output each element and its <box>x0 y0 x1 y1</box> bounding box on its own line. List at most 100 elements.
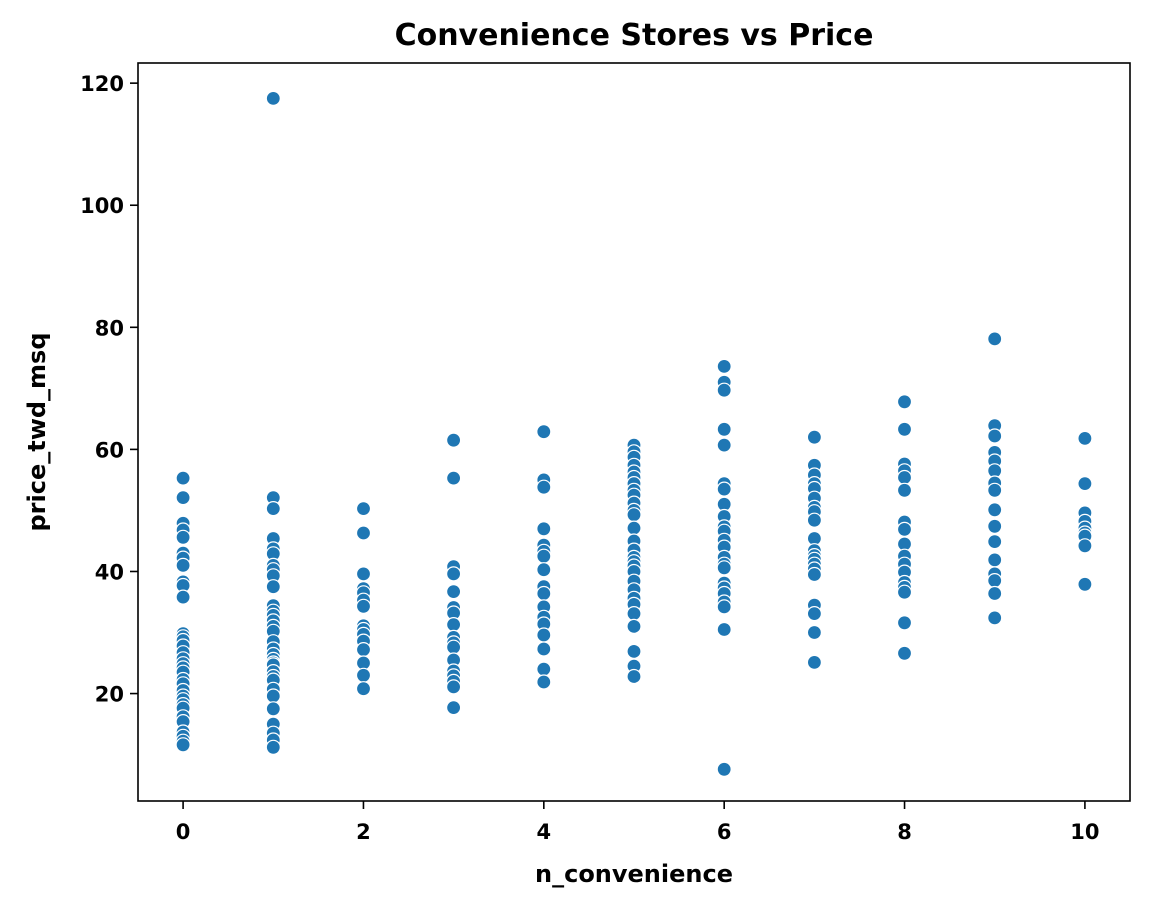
data-point <box>716 421 732 437</box>
data-point <box>806 512 823 528</box>
points-layer <box>175 90 1093 777</box>
data-point <box>446 566 462 582</box>
plot-frame <box>137 62 1131 802</box>
y-tick-label: 120 <box>80 72 124 96</box>
data-point <box>896 394 913 410</box>
y-axis-ticks: 20 40 60 80 100 120 <box>80 72 138 707</box>
data-point <box>446 679 462 695</box>
data-point <box>987 585 1003 602</box>
data-point <box>265 501 281 517</box>
x-tick-label: 0 <box>176 820 191 844</box>
x-tick-label: 4 <box>537 820 552 844</box>
data-point <box>626 668 642 685</box>
x-axis-ticks: 0 2 4 6 8 10 <box>176 801 1100 844</box>
x-tick-label: 8 <box>897 820 912 844</box>
data-point <box>175 490 191 506</box>
data-point <box>175 589 191 605</box>
data-point <box>987 552 1003 568</box>
data-point <box>536 479 552 495</box>
data-point <box>896 469 913 486</box>
data-point <box>355 641 372 658</box>
data-point <box>806 566 823 583</box>
data-point <box>716 599 732 615</box>
data-point <box>1077 538 1093 554</box>
data-point <box>446 583 462 600</box>
data-point <box>806 624 823 641</box>
data-point <box>896 584 913 600</box>
data-point <box>716 761 732 777</box>
data-point <box>896 521 913 538</box>
data-point <box>987 482 1003 498</box>
data-point <box>987 533 1003 550</box>
y-tick-label: 40 <box>95 560 124 584</box>
data-point <box>355 525 372 541</box>
x-tick-label: 6 <box>717 820 732 844</box>
x-tick-label: 2 <box>356 820 371 844</box>
y-tick-label: 100 <box>80 194 124 218</box>
data-point <box>265 688 281 704</box>
data-point <box>355 667 372 683</box>
data-point <box>987 331 1003 347</box>
data-point <box>1077 430 1093 446</box>
data-point <box>987 518 1003 534</box>
data-point <box>806 429 823 445</box>
data-point <box>987 610 1003 626</box>
data-point <box>987 502 1003 518</box>
data-point <box>536 424 552 440</box>
data-point <box>626 520 642 536</box>
data-point <box>175 470 191 486</box>
x-axis-label: n_convenience <box>535 860 733 888</box>
data-point <box>626 618 642 635</box>
data-point <box>896 421 913 437</box>
data-point <box>716 358 732 374</box>
data-point <box>806 605 823 622</box>
data-point <box>987 572 1003 589</box>
data-point <box>355 566 372 582</box>
chart-title: Convenience Stores vs Price <box>395 18 874 53</box>
data-point <box>175 557 191 574</box>
data-point <box>1077 476 1093 492</box>
data-point <box>626 643 642 660</box>
data-point <box>355 501 372 517</box>
data-point <box>446 470 462 486</box>
data-point <box>896 645 913 661</box>
data-point <box>536 661 552 677</box>
data-point <box>265 90 281 107</box>
y-axis-label: price_twd_msq <box>23 332 51 531</box>
data-point <box>536 521 552 537</box>
data-point <box>716 382 732 398</box>
data-point <box>987 428 1003 444</box>
data-point <box>175 529 191 545</box>
data-point <box>446 432 462 448</box>
x-tick-label: 10 <box>1070 820 1099 844</box>
data-point <box>896 482 913 498</box>
data-point <box>536 641 552 657</box>
y-tick-label: 80 <box>95 316 124 340</box>
data-point <box>175 737 191 753</box>
data-point <box>716 437 732 453</box>
data-point <box>626 605 642 622</box>
data-point <box>355 681 372 697</box>
data-point <box>896 615 913 631</box>
data-point <box>355 598 372 614</box>
data-point <box>536 585 552 602</box>
y-tick-label: 20 <box>95 683 124 707</box>
data-point <box>806 654 823 671</box>
data-point <box>716 560 732 576</box>
data-point <box>446 639 462 655</box>
data-point <box>265 701 281 717</box>
data-point <box>536 627 552 643</box>
data-point <box>536 562 552 578</box>
data-point <box>446 616 462 633</box>
data-point <box>446 699 462 716</box>
data-point <box>716 481 732 497</box>
data-point <box>265 739 281 755</box>
data-point <box>716 621 732 638</box>
data-point <box>536 548 552 564</box>
data-point <box>265 579 281 595</box>
y-tick-label: 60 <box>95 438 124 462</box>
data-point <box>626 507 642 523</box>
data-point <box>536 674 552 690</box>
data-point <box>1077 576 1093 592</box>
